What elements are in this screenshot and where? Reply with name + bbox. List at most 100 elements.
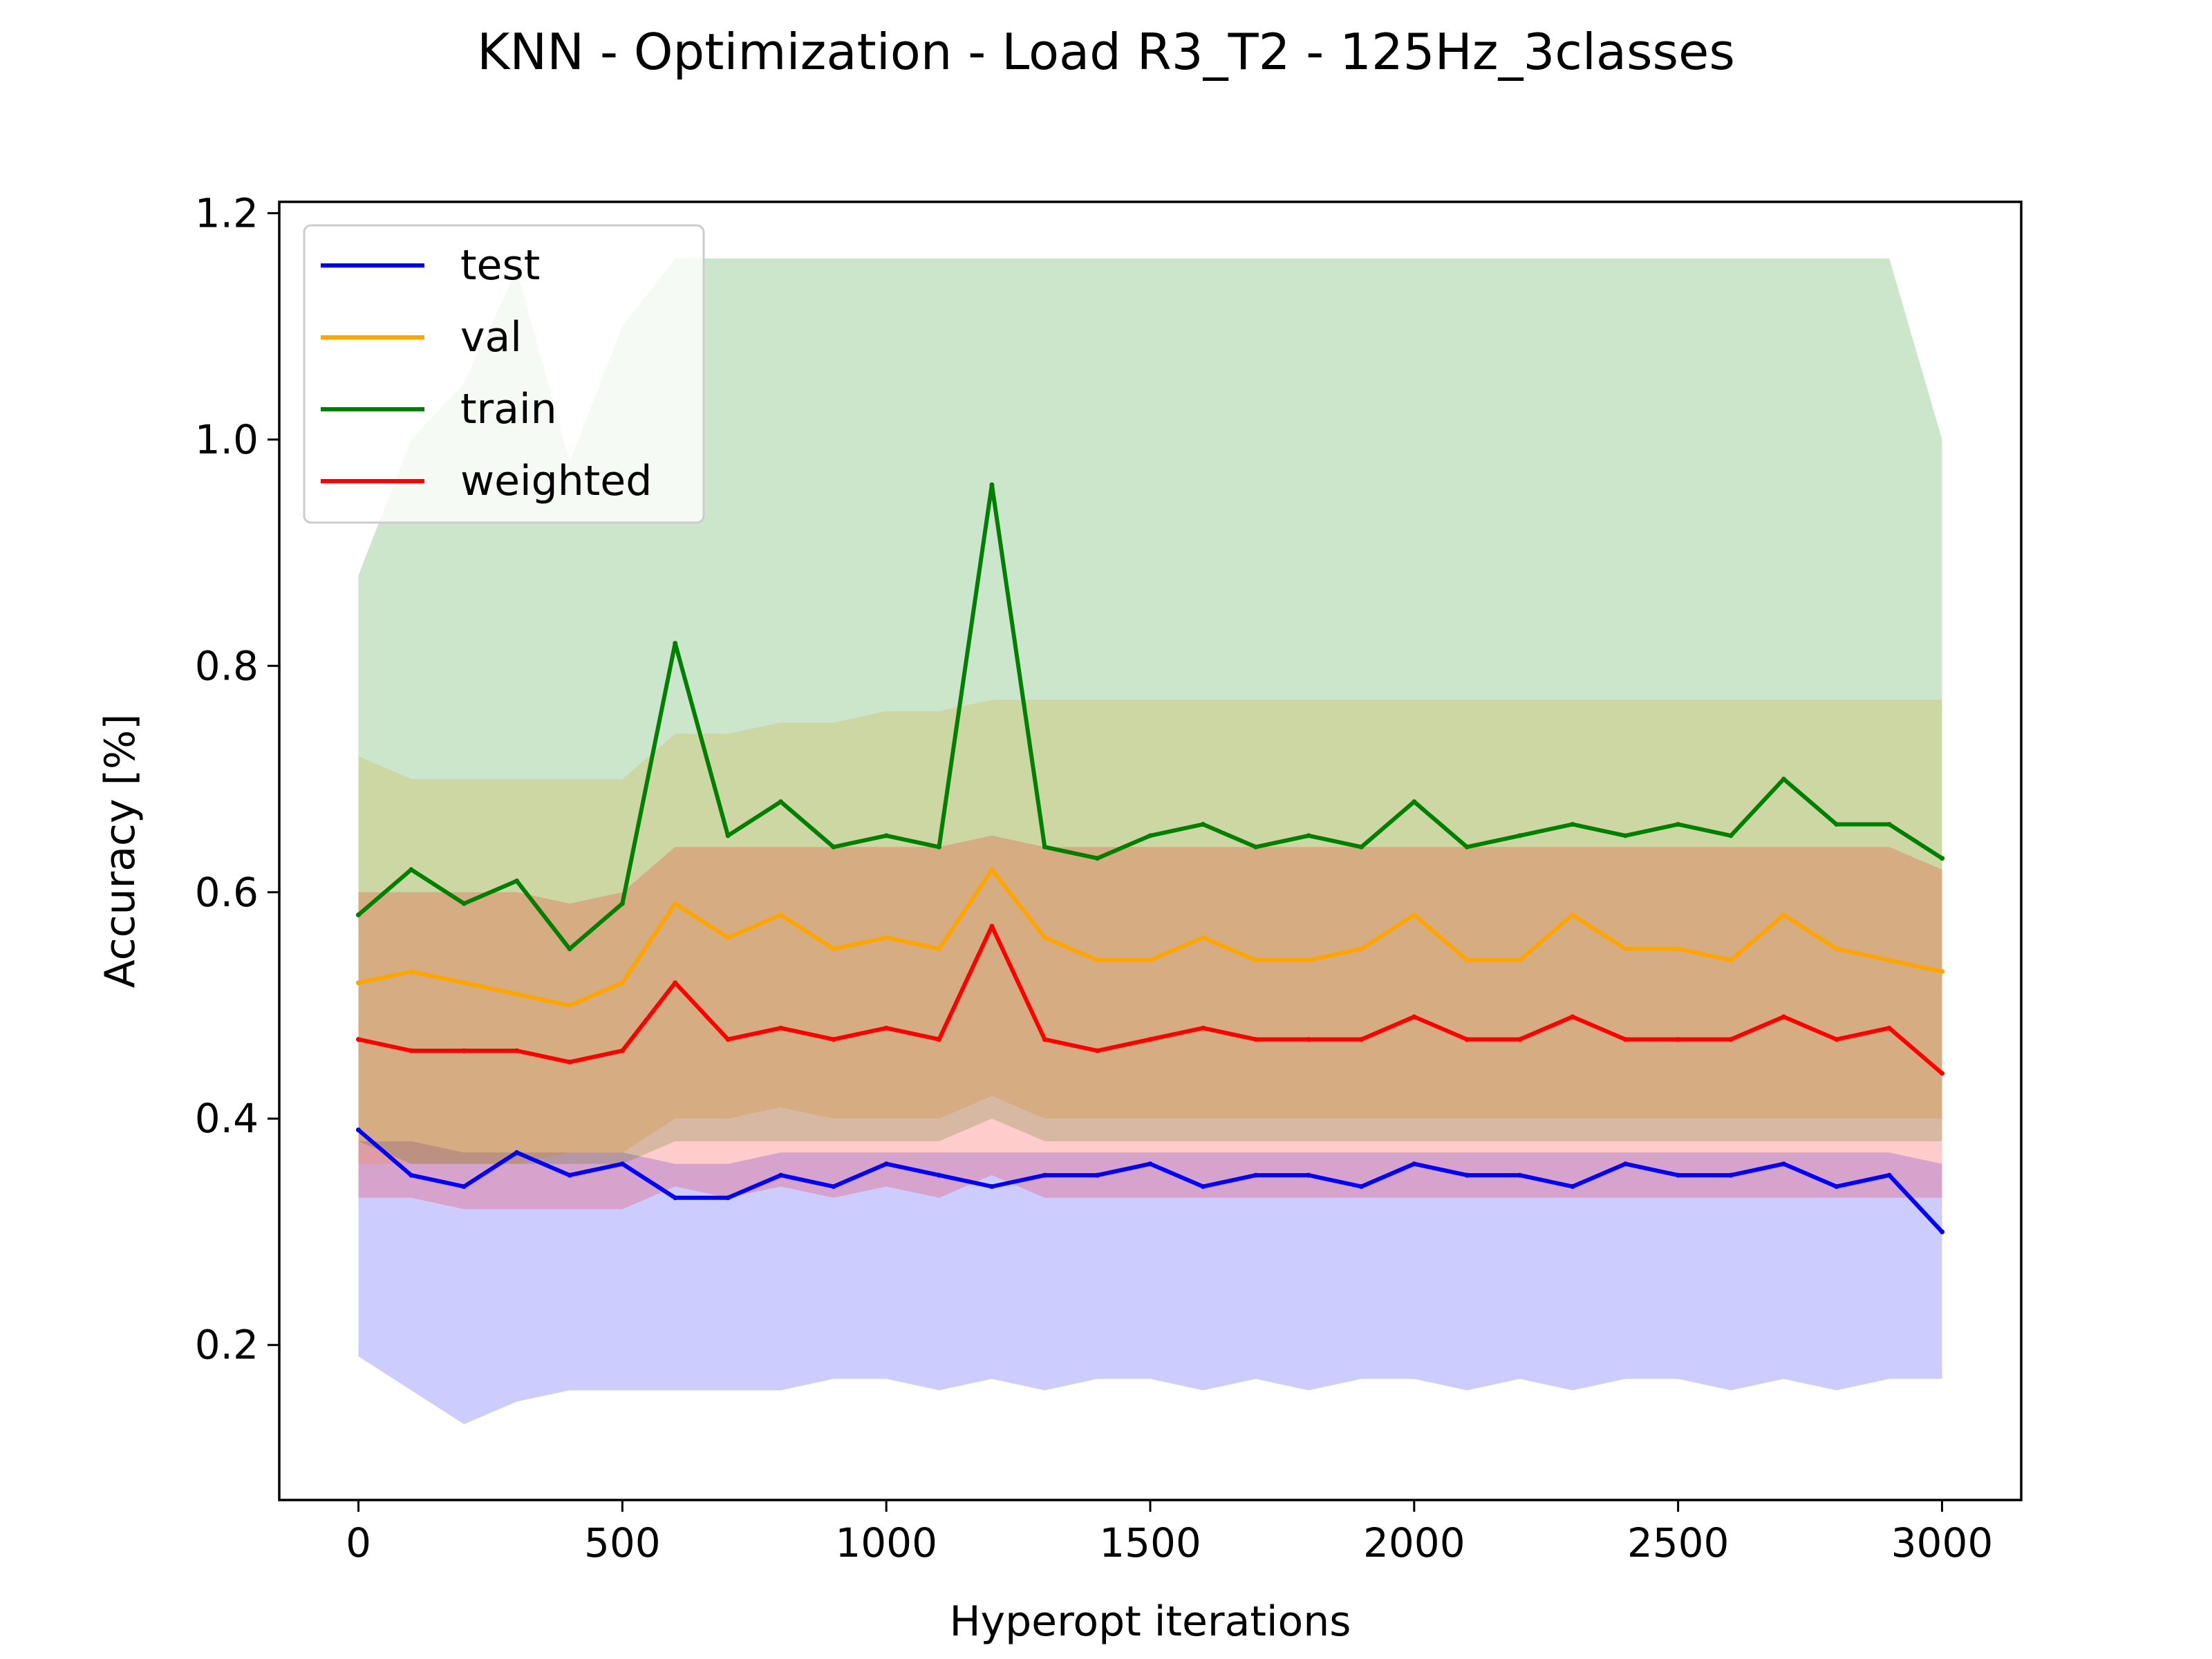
data-point-weighted (1147, 1037, 1153, 1042)
x-tick-label: 500 (584, 1519, 661, 1566)
x-tick-label: 0 (346, 1519, 371, 1566)
data-point-train (725, 833, 731, 838)
data-point-weighted (1728, 1037, 1734, 1042)
data-point-val (989, 867, 995, 872)
band-val (358, 700, 1942, 1164)
data-point-test (673, 1195, 678, 1201)
data-point-test (1359, 1184, 1364, 1189)
y-tick-label: 1.2 (195, 189, 259, 236)
x-tick-label: 1500 (1099, 1519, 1201, 1566)
data-point-train (937, 844, 941, 850)
data-point-train (673, 641, 678, 646)
data-point-val (461, 980, 467, 986)
y-axis-label: Accuracy [%] (96, 714, 144, 988)
data-point-test (409, 1172, 414, 1178)
band-test (358, 1141, 1942, 1425)
data-point-weighted (1359, 1037, 1364, 1042)
data-point-weighted (461, 1048, 467, 1053)
data-point-val (1042, 935, 1047, 940)
data-point-train (989, 482, 995, 487)
data-point-train (883, 833, 889, 838)
data-point-val (1517, 957, 1522, 963)
data-point-train (356, 912, 361, 917)
data-point-weighted (1042, 1037, 1047, 1042)
data-point-weighted (1940, 1071, 1944, 1076)
data-point-train (461, 901, 467, 906)
data-point-weighted (1676, 1037, 1681, 1042)
y-tick-label: 0.2 (195, 1322, 259, 1369)
data-point-test (1728, 1172, 1734, 1178)
data-point-train (1412, 799, 1417, 805)
y-tick-label: 0.8 (195, 642, 259, 689)
data-point-test (1781, 1161, 1786, 1167)
data-point-train (1095, 856, 1100, 861)
y-tick-label: 0.6 (195, 869, 259, 916)
data-point-val (725, 935, 731, 940)
data-point-val (1781, 912, 1786, 917)
data-point-val (1676, 946, 1681, 952)
data-point-test (1676, 1172, 1681, 1178)
data-point-test (356, 1127, 361, 1133)
data-point-test (1306, 1172, 1311, 1178)
data-point-train (1834, 822, 1839, 827)
data-point-val (673, 901, 678, 906)
data-point-train (1570, 822, 1575, 827)
data-point-weighted (1200, 1025, 1206, 1031)
data-point-test (1834, 1184, 1839, 1189)
data-point-test (937, 1172, 941, 1178)
data-point-train (1253, 844, 1259, 850)
y-tick-label: 0.4 (195, 1095, 259, 1142)
band-weighted (358, 835, 1942, 1210)
data-point-train (1622, 833, 1628, 838)
data-point-val (778, 912, 783, 917)
data-point-weighted (1253, 1037, 1259, 1042)
y-tick-label: 1.0 (195, 416, 259, 463)
data-point-weighted (778, 1025, 783, 1031)
data-point-val (1200, 935, 1206, 940)
data-point-weighted (409, 1048, 414, 1053)
data-point-train (619, 901, 625, 906)
data-point-test (883, 1161, 889, 1167)
data-point-val (831, 946, 836, 952)
legend-label-val: val (460, 313, 522, 362)
data-point-test (1886, 1172, 1892, 1178)
data-point-val (514, 991, 520, 997)
data-point-test (1570, 1184, 1575, 1189)
data-point-val (409, 968, 414, 974)
data-point-weighted (1781, 1014, 1786, 1020)
data-point-train (514, 878, 520, 883)
legend-label-weighted: weighted (460, 457, 652, 505)
data-point-val (1940, 968, 1944, 974)
data-point-test (461, 1184, 467, 1189)
x-tick-label: 2000 (1363, 1519, 1465, 1566)
data-point-weighted (1570, 1014, 1575, 1020)
data-point-val (1728, 957, 1734, 963)
data-point-val (883, 935, 889, 940)
data-point-weighted (567, 1059, 572, 1065)
data-point-test (725, 1195, 731, 1201)
data-point-weighted (1095, 1048, 1100, 1053)
data-point-weighted (673, 980, 678, 986)
data-point-train (1728, 833, 1734, 838)
data-point-test (778, 1172, 783, 1178)
data-point-test (1517, 1172, 1522, 1178)
data-point-val (937, 946, 941, 952)
data-point-val (619, 980, 625, 986)
data-point-test (1147, 1161, 1153, 1167)
data-point-train (1464, 844, 1470, 850)
data-point-train (831, 844, 836, 850)
data-point-val (1464, 957, 1470, 963)
data-point-weighted (1517, 1037, 1522, 1042)
data-point-weighted (1622, 1037, 1628, 1042)
data-point-weighted (883, 1025, 889, 1031)
legend-label-train: train (460, 385, 557, 433)
x-axis-label: Hyperopt iterations (949, 1597, 1351, 1646)
x-axis: 0 500 1000 1500 2000 2500 3000 (346, 1500, 1993, 1566)
series-lines (356, 482, 1944, 1235)
data-point-weighted (937, 1037, 941, 1042)
legend-box (303, 224, 705, 524)
data-point-test (1412, 1161, 1417, 1167)
x-tick-label: 3000 (1891, 1519, 1994, 1566)
data-point-test (831, 1184, 836, 1189)
